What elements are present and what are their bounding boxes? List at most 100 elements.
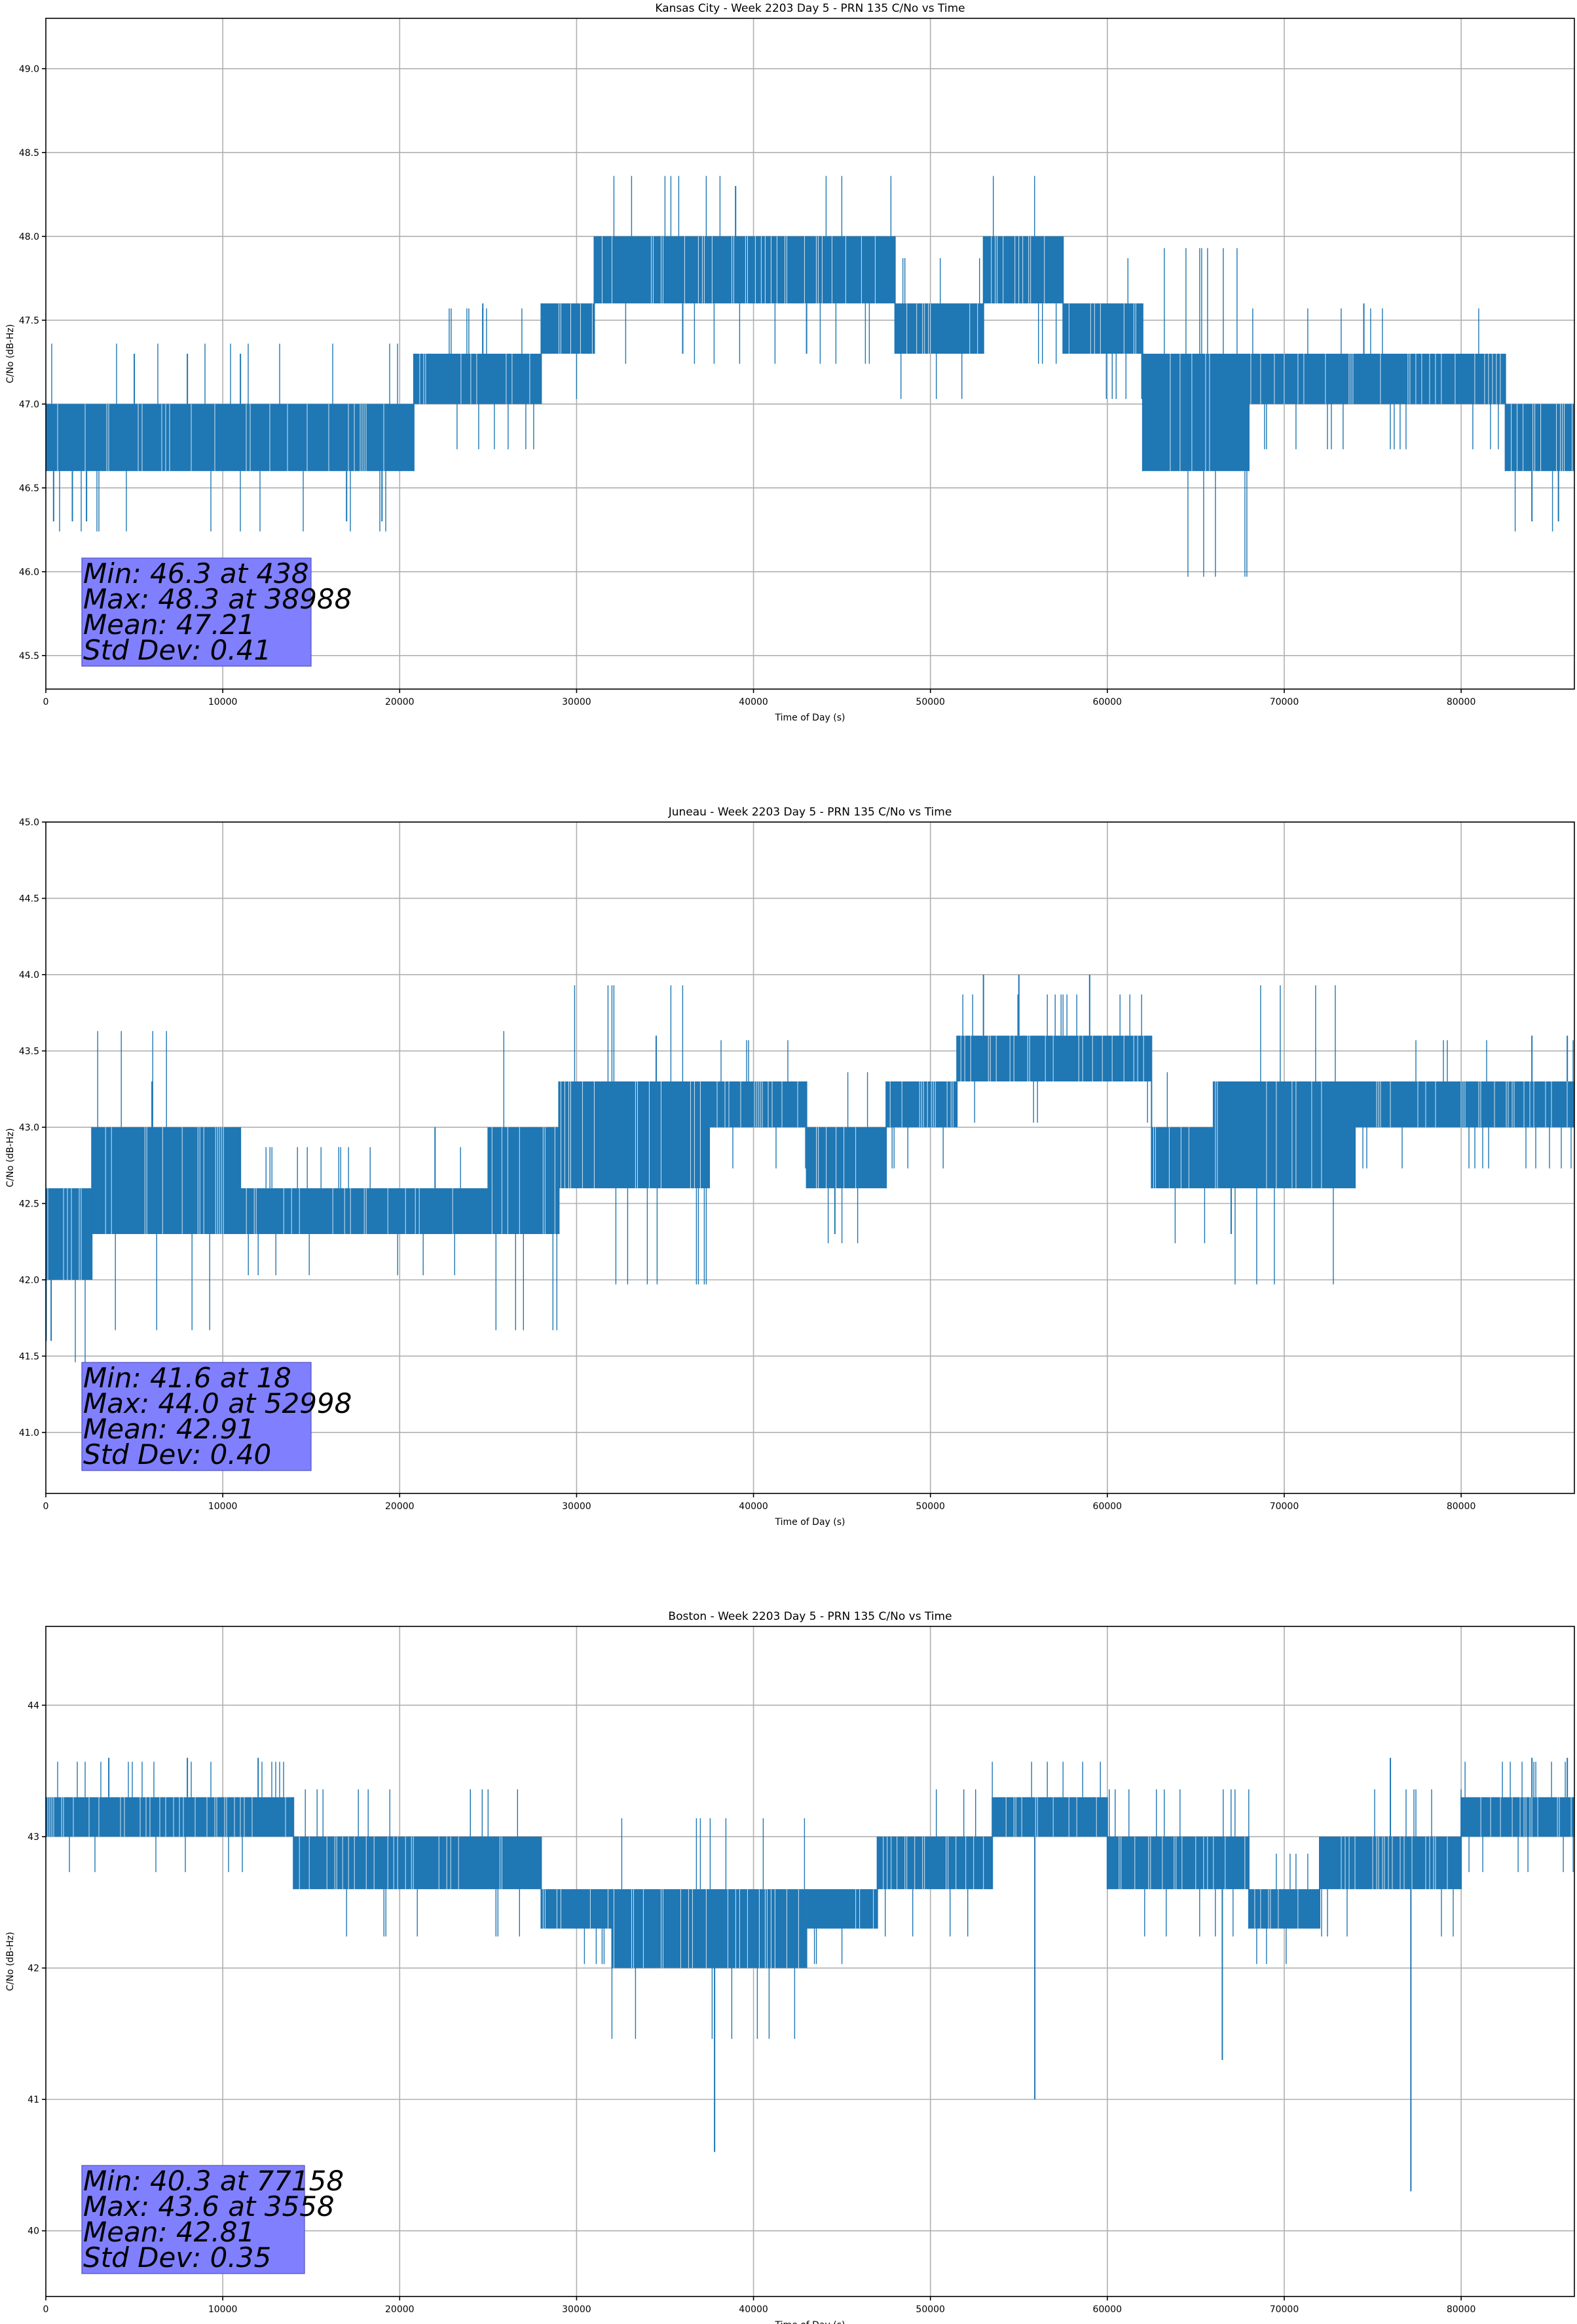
data-excursions [900, 258, 980, 400]
stats-line: Mean: 42.81 [83, 2216, 255, 2248]
y-tick-label: 46.0 [19, 567, 39, 578]
data-excursions [495, 1031, 557, 1330]
data-band [488, 1127, 559, 1234]
data-excursions [1166, 1072, 1206, 1243]
stats-line: Std Dev: 0.40 [83, 1438, 271, 1471]
stats-line: Max: 43.6 at 3558 [83, 2190, 335, 2222]
data-excursions [1256, 1854, 1308, 1964]
x-tick-label: 30000 [562, 2304, 591, 2315]
data-band-gaps [1068, 303, 1136, 354]
stats-box [81, 2165, 305, 2274]
x-axis-label: Time of Day (s) [775, 1517, 845, 1527]
x-tick-label: 60000 [1093, 1501, 1122, 1512]
series-cno [46, 1757, 1574, 2192]
x-tick-label: 40000 [739, 2304, 768, 2315]
data-excursions [891, 1127, 944, 1169]
x-tick-label: 30000 [562, 1501, 591, 1512]
data-band [957, 1036, 1152, 1082]
data-band-gaps [1153, 1127, 1189, 1189]
data-band [1461, 1797, 1574, 1837]
data-band [92, 1127, 241, 1234]
data-band-gaps [499, 1836, 502, 1890]
data-band [709, 1081, 807, 1127]
data-band [806, 1889, 878, 1929]
data-band [1320, 1836, 1462, 1890]
data-excursions [1109, 1789, 1250, 1937]
x-tick-label: 10000 [208, 1501, 238, 1512]
data-band [413, 354, 542, 404]
stats-line: Std Dev: 0.41 [83, 634, 271, 666]
y-tick-label: 45.0 [19, 817, 39, 828]
data-excursions [993, 176, 1057, 364]
data-band-gaps [1376, 1081, 1568, 1127]
data-band [612, 1889, 807, 1968]
data-band-gaps [716, 1081, 798, 1127]
x-tick-label: 80000 [1447, 697, 1476, 707]
data-excursions [813, 1928, 843, 1964]
x-tick-label: 20000 [385, 1501, 415, 1512]
data-excursions [611, 1818, 806, 2039]
data-band-gaps [816, 1127, 857, 1189]
y-tick-label: 41.0 [19, 1428, 39, 1438]
data-band [46, 1797, 294, 1837]
x-tick-label: 60000 [1093, 2304, 1122, 2315]
data-band-gaps [542, 1889, 608, 1929]
data-band [806, 1127, 887, 1189]
data-band-gaps [1480, 1797, 1572, 1837]
data-band [983, 236, 1064, 304]
stats-box [81, 1362, 312, 1471]
y-tick-label: 44 [28, 1700, 39, 1711]
x-tick-label: 40000 [739, 697, 768, 707]
data-excursions [1252, 308, 1499, 449]
x-tick-label: 80000 [1447, 1501, 1476, 1512]
x-tick-label: 60000 [1093, 697, 1122, 707]
data-excursions [51, 343, 398, 532]
data-band [992, 1797, 1107, 1837]
data-band [1063, 303, 1143, 354]
y-tick-label: 44.5 [19, 893, 39, 904]
y-axis-label: C/No (dB-Hz) [5, 1128, 16, 1187]
data-excursions [57, 1761, 284, 1873]
data-band-gaps [419, 354, 530, 404]
data-excursions [574, 985, 707, 1284]
data-band-gaps [613, 1889, 807, 1968]
data-excursions [1105, 258, 1142, 400]
y-tick-label: 47.5 [19, 316, 39, 326]
y-tick-label: 41 [28, 2095, 39, 2105]
data-band-gaps [1341, 1836, 1448, 1890]
x-tick-label: 20000 [385, 697, 415, 707]
data-band [46, 403, 414, 472]
x-tick-label: 10000 [208, 697, 238, 707]
data-band [895, 303, 984, 354]
data-excursions [470, 1789, 520, 1937]
y-tick-label: 48.5 [19, 148, 39, 159]
stats-line: Mean: 47.21 [83, 609, 255, 641]
data-band-gaps [299, 1836, 459, 1890]
chart-title: Kansas City - Week 2203 Day 5 - PRN 135 … [655, 2, 965, 15]
data-band [877, 1836, 993, 1890]
stats-line: Max: 44.0 at 52998 [83, 1387, 352, 1419]
data-band-gaps [883, 1836, 984, 1890]
x-tick-label: 70000 [1270, 2304, 1299, 2315]
data-excursions [1514, 471, 1553, 532]
plot-frame [45, 1626, 1575, 2297]
y-tick-label: 47.0 [19, 400, 39, 410]
data-band-gaps [558, 303, 593, 354]
x-tick-label: 50000 [916, 697, 945, 707]
data-band [594, 236, 895, 304]
x-tick-label: 80000 [1447, 2304, 1476, 2315]
data-band [1248, 1889, 1320, 1929]
series-cno [46, 176, 1574, 577]
data-band-gaps [491, 1127, 555, 1234]
y-tick-label: 44.0 [19, 970, 39, 981]
data-excursions [885, 1789, 976, 1937]
chart-1: 0 10000 20000 30000 40000 50000 60000 70000 8000… [5, 806, 1575, 1527]
data-band [470, 1836, 542, 1890]
data-band-gaps [1005, 1797, 1097, 1837]
y-tick-label: 48.0 [19, 232, 39, 242]
y-tick-label: 43.5 [19, 1046, 39, 1057]
y-tick-label: 43.0 [19, 1123, 39, 1133]
data-excursions [992, 1761, 1101, 1797]
x-tick-label: 0 [43, 697, 49, 707]
